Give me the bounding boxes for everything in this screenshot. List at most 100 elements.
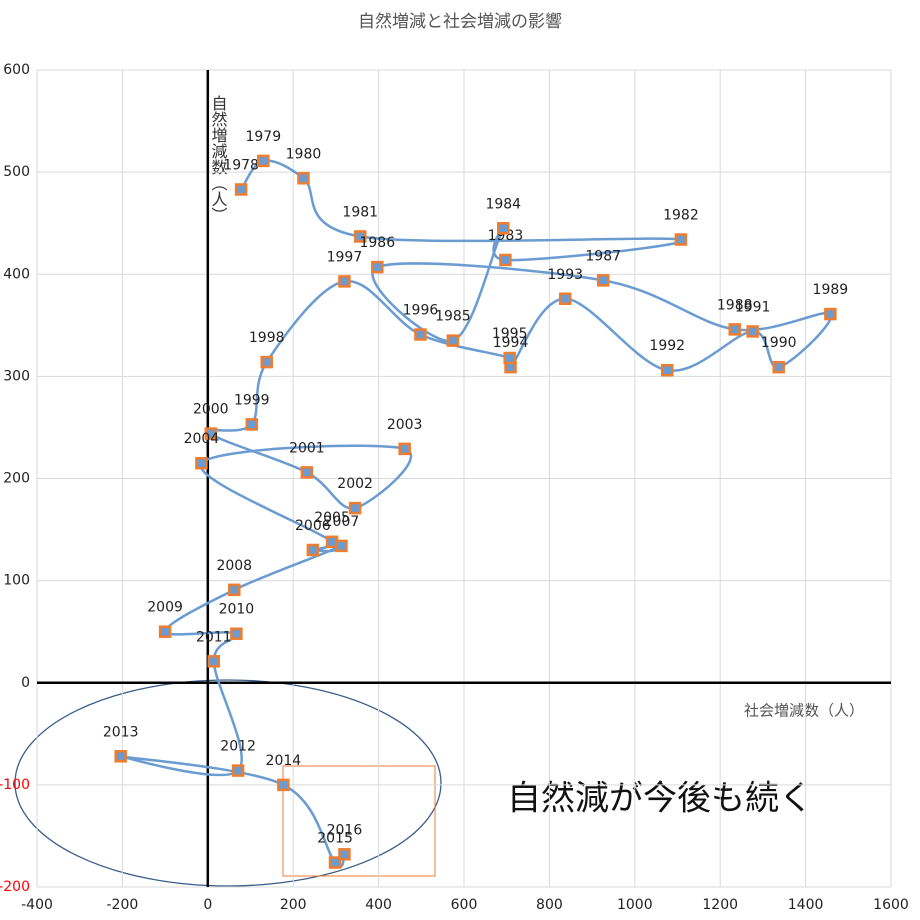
point-label: 1985 (435, 309, 471, 325)
highlight-box (282, 765, 436, 877)
point-marker (503, 351, 516, 365)
x-tick-label: 400 (365, 897, 392, 913)
point-label: 2000 (193, 402, 229, 418)
point-marker (207, 655, 221, 668)
point-label: 2012 (220, 739, 256, 755)
point-marker (728, 323, 741, 336)
point-marker (260, 355, 273, 369)
point-marker (674, 233, 688, 246)
point-label: 1995 (492, 326, 528, 342)
point-marker (228, 583, 241, 597)
point-label: 2004 (184, 431, 220, 447)
point-marker (231, 764, 245, 777)
point-label: 2011 (196, 629, 232, 645)
x-axis-label: 社会増減数（人） (744, 702, 864, 720)
point-label: 1986 (359, 235, 395, 251)
x-tick-label: 1400 (788, 897, 824, 913)
y-tick-label: 200 (3, 471, 30, 487)
point-label: 1998 (249, 330, 285, 346)
point-marker (824, 307, 837, 321)
point-marker (348, 501, 362, 515)
point-marker (596, 274, 610, 287)
point-label: 2006 (295, 518, 331, 534)
y-tick-label: 500 (3, 164, 30, 180)
point-label: 1980 (286, 146, 322, 162)
point-marker (114, 750, 127, 763)
y-tick-label: 300 (3, 368, 30, 384)
point-marker (772, 360, 785, 374)
point-marker (414, 328, 427, 341)
point-marker (257, 154, 270, 168)
point-marker (353, 230, 367, 243)
point-marker (746, 325, 759, 338)
x-tick-label: -200 (107, 897, 139, 913)
point-label: 1989 (813, 282, 849, 298)
point-label: 2003 (387, 417, 423, 433)
point-label: 1982 (663, 208, 699, 224)
point-label: 1987 (585, 248, 621, 264)
point-label: 2013 (103, 724, 139, 740)
point-marker (300, 466, 314, 479)
y-tick-label: 400 (3, 266, 30, 282)
point-label: 1984 (485, 196, 521, 212)
point-label: 1991 (735, 299, 771, 315)
point-marker (204, 427, 218, 440)
point-marker (661, 363, 674, 377)
x-tick-label: -400 (21, 897, 53, 913)
point-label: 1978 (223, 157, 259, 173)
point-label: 2001 (289, 440, 325, 456)
point-label: 1996 (403, 303, 439, 319)
x-tick-label: 1200 (702, 897, 738, 913)
point-marker (335, 539, 348, 553)
x-tick-label: 600 (451, 897, 478, 913)
point-marker (338, 275, 351, 288)
point-marker (371, 260, 384, 274)
point-label: 1988 (717, 297, 753, 313)
point-marker (398, 442, 411, 456)
point-label: 1992 (649, 338, 685, 354)
point-marker (338, 848, 351, 861)
point-marker (245, 418, 259, 431)
x-tick-label: 200 (280, 897, 307, 913)
x-tick-label: 1600 (873, 897, 909, 913)
y-tick-label: -100 (0, 777, 30, 793)
y-tick-label: 100 (3, 573, 30, 589)
point-label: 1993 (547, 267, 583, 283)
point-label: 2010 (219, 602, 255, 618)
point-label: 2015 (317, 830, 353, 846)
point-marker (277, 778, 290, 792)
y-tick-label: 600 (3, 62, 30, 78)
point-marker (328, 856, 342, 869)
point-label: 2005 (314, 510, 350, 526)
point-label: 1999 (234, 392, 270, 408)
x-tick-label: 1000 (617, 897, 653, 913)
point-label: 2008 (216, 558, 252, 574)
point-marker (230, 627, 243, 640)
point-label: 1994 (493, 335, 529, 351)
point-label: 2014 (266, 753, 302, 769)
highlight-ellipse (14, 679, 442, 887)
point-marker (446, 334, 460, 347)
y-tick-label: -200 (0, 879, 30, 895)
point-label: 2002 (337, 476, 373, 492)
y-tick-label: 0 (21, 675, 30, 691)
x-tick-label: 800 (536, 897, 563, 913)
point-label: 1997 (327, 249, 363, 265)
point-label: 2009 (147, 600, 183, 616)
point-marker (558, 292, 572, 306)
point-marker (195, 456, 208, 470)
point-label: 1979 (245, 129, 281, 145)
chart-title: 自然増減と社会増減の影響 (358, 12, 562, 32)
x-tick-label: 0 (203, 897, 212, 913)
point-marker (497, 222, 510, 235)
point-marker (158, 625, 172, 638)
point-label: 1981 (342, 204, 378, 220)
point-label: 2007 (324, 514, 360, 530)
series-line (119, 159, 833, 868)
y-axis-label: 自然増減数（人） (209, 95, 228, 223)
point-marker (297, 172, 310, 185)
point-label: 1990 (761, 335, 797, 351)
point-label: 1983 (488, 228, 524, 244)
point-marker (234, 183, 248, 196)
